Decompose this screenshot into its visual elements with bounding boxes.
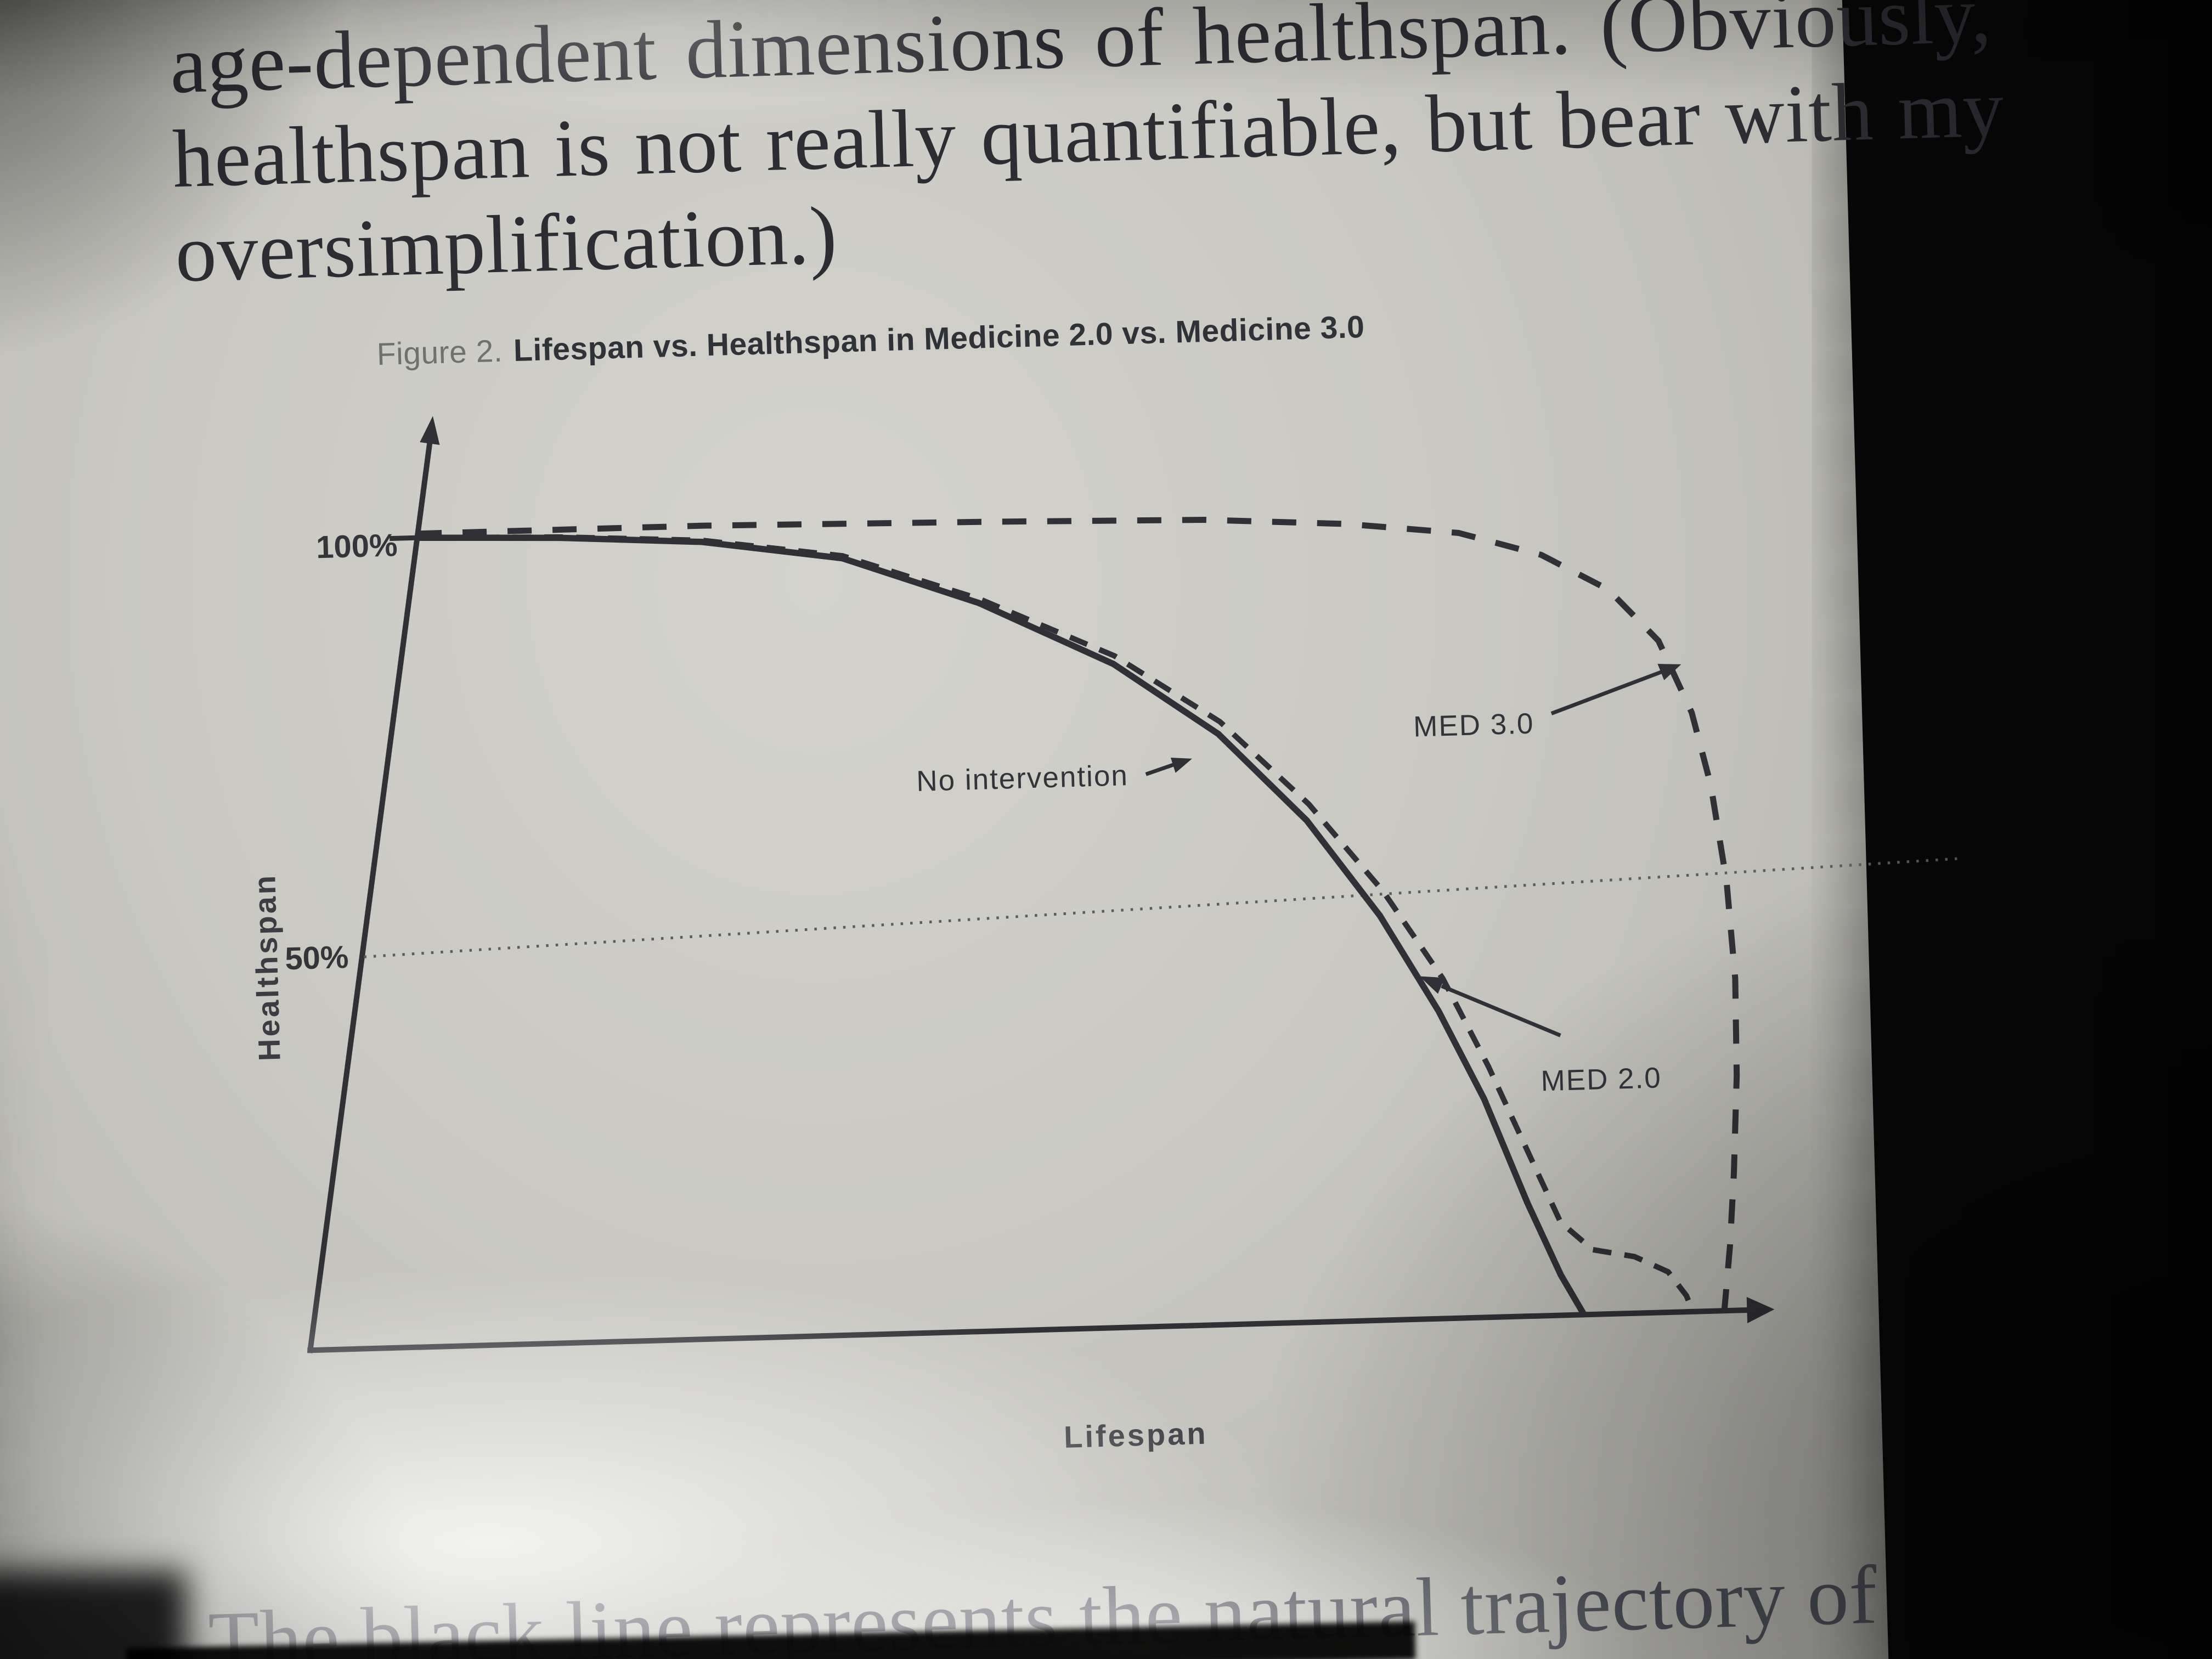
no-intervention-arrowhead-icon bbox=[1170, 757, 1192, 773]
figure-caption-title: Lifespan vs. Healthspan in Medicine 2.0 … bbox=[513, 309, 1365, 369]
no-intervention-annotation-arrow bbox=[1145, 763, 1175, 776]
x-axis-line bbox=[307, 1307, 1748, 1353]
med3-curve bbox=[417, 517, 1740, 1311]
ereader-screen: age-dependent dimensions of healthspan. … bbox=[0, 0, 2005, 1659]
figure-caption: Figure 2. Lifespan vs. Healthspan in Medi… bbox=[376, 309, 1365, 373]
figure-caption-prefix: Figure 2. bbox=[376, 333, 504, 373]
med2-annotation-label: MED 2.0 bbox=[1541, 1062, 1662, 1097]
tick-50-label: 50% bbox=[284, 939, 349, 977]
med3-annotation-arrow bbox=[1550, 670, 1662, 715]
figure-chart: 100% 50% Healthspan Lifespan No interven… bbox=[247, 416, 1960, 1454]
lifespan-axis-label: Lifespan bbox=[1063, 1416, 1208, 1454]
med3-annotation-label: MED 3.0 bbox=[1413, 707, 1534, 743]
healthspan-axis-label: Healthspan bbox=[247, 873, 287, 1061]
fifty-percent-dotted-line bbox=[364, 857, 1960, 958]
y-axis-arrowhead bbox=[420, 416, 440, 445]
med2-curve bbox=[417, 534, 1696, 1313]
x-axis-arrowhead bbox=[1746, 1297, 1775, 1324]
no-intervention-annotation-label: No intervention bbox=[916, 759, 1129, 798]
y-axis-line bbox=[307, 432, 434, 1353]
paragraph-top: age-dependent dimensions of healthspan. … bbox=[0, 0, 2188, 299]
tick-100-label: 100% bbox=[315, 527, 398, 565]
